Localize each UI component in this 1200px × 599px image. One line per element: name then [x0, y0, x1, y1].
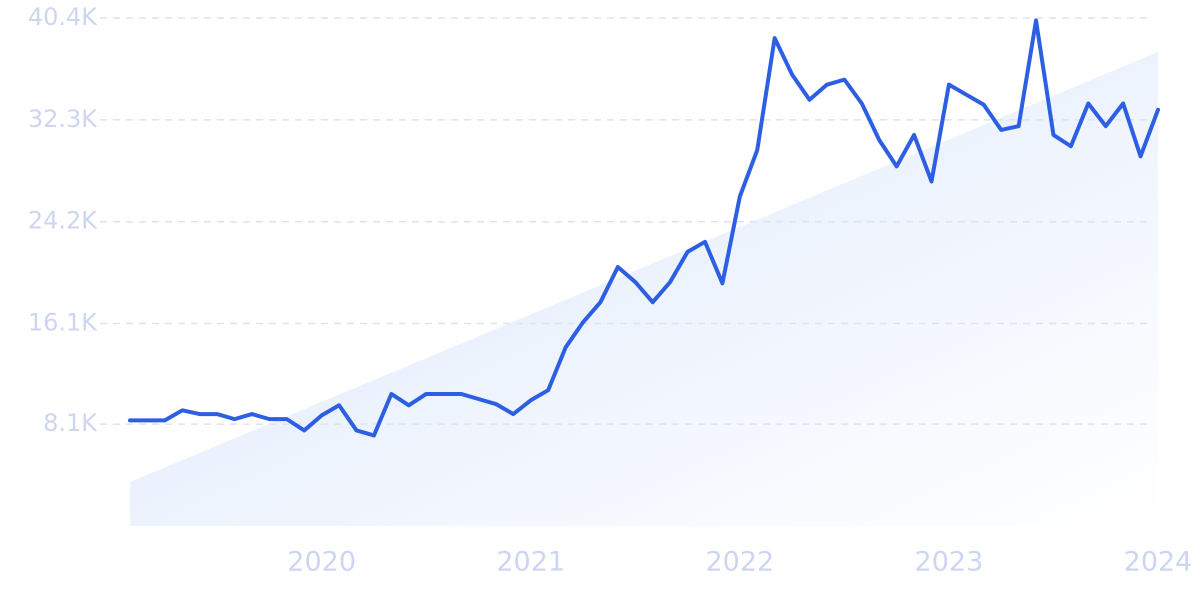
y-tick-label: 40.4K [28, 3, 98, 31]
y-tick-label: 8.1K [43, 409, 98, 437]
x-tick-label: 2021 [496, 547, 565, 578]
data-line [128, 18, 1160, 438]
x-tick-label: 2020 [287, 547, 356, 578]
y-tick-label: 32.3K [28, 105, 98, 133]
x-tick-label: 2024 [1124, 547, 1193, 578]
trend-area [130, 51, 1158, 526]
x-tick-label: 2022 [705, 547, 774, 578]
x-tick-label: 2023 [915, 547, 984, 578]
y-tick-label: 24.2K [28, 207, 98, 235]
y-tick-label: 16.1K [28, 309, 98, 337]
